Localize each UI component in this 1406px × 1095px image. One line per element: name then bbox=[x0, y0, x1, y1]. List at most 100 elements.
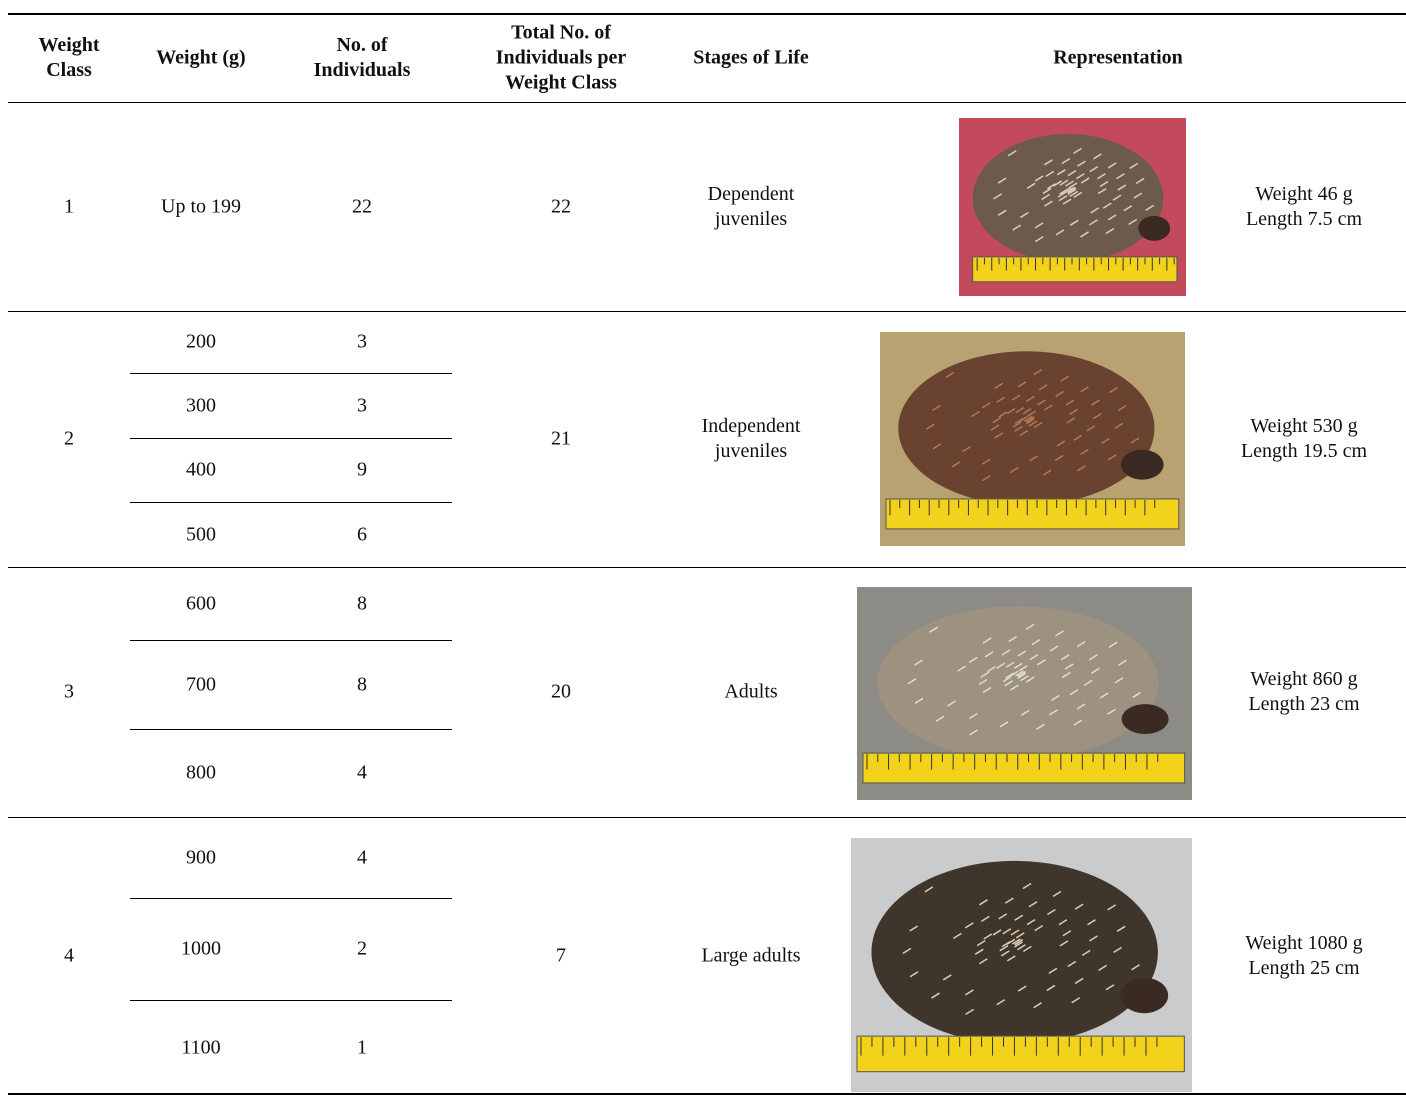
photo-shape bbox=[1014, 914, 1024, 921]
photo-shape bbox=[1047, 908, 1056, 916]
photo-shape bbox=[1116, 925, 1126, 932]
photo-shape bbox=[1042, 187, 1052, 195]
photo-shape bbox=[1089, 219, 1098, 226]
photo-shape bbox=[1123, 205, 1133, 212]
caption-line: Length 7.5 cm bbox=[1245, 208, 1363, 230]
photo-shape bbox=[1060, 654, 1070, 661]
photo-shape bbox=[1067, 188, 1077, 195]
photo-shape bbox=[1025, 623, 1035, 630]
photo-shape bbox=[1059, 940, 1069, 947]
photo-shape bbox=[1058, 919, 1068, 926]
photo-shape bbox=[1020, 675, 1029, 682]
photo-shape bbox=[981, 402, 991, 409]
photo-shape bbox=[885, 498, 1180, 530]
photo-shape bbox=[902, 947, 912, 954]
photo-shape bbox=[1010, 929, 1020, 936]
photo-shape bbox=[974, 948, 984, 955]
photo-shape bbox=[1002, 928, 1012, 935]
total-individuals: 20 bbox=[551, 680, 571, 703]
photo-shape bbox=[1067, 187, 1077, 194]
photo-shape bbox=[1009, 670, 1019, 677]
photo-shape bbox=[871, 860, 1158, 1044]
photo-shape bbox=[947, 700, 956, 707]
caption-line: Weight 530 g bbox=[1250, 415, 1358, 437]
weight-class: 4 bbox=[64, 944, 74, 967]
photo-shape bbox=[972, 256, 1178, 283]
rule bbox=[130, 502, 452, 503]
rule bbox=[8, 13, 1406, 15]
photo-shape bbox=[1005, 661, 1015, 668]
photo-shape bbox=[1120, 449, 1164, 480]
photo-shape bbox=[997, 209, 1007, 216]
individuals-count: 3 bbox=[357, 394, 367, 416]
photo-shape bbox=[968, 656, 978, 664]
photo-shape bbox=[1010, 684, 1019, 691]
photo-shape bbox=[1090, 667, 1100, 674]
photo-shape bbox=[1041, 193, 1051, 201]
photo-shape bbox=[862, 752, 1186, 784]
photo-shape bbox=[1028, 901, 1038, 908]
photo-shape bbox=[1069, 408, 1078, 415]
individuals-count: 4 bbox=[357, 761, 367, 784]
photo-shape bbox=[1096, 173, 1106, 180]
photo-shape bbox=[1075, 173, 1085, 180]
photo-shape bbox=[1113, 946, 1123, 953]
photo-shape bbox=[932, 443, 942, 450]
photo-shape bbox=[996, 662, 1005, 669]
photo-shape bbox=[1006, 408, 1016, 415]
photo-shape bbox=[1076, 703, 1086, 710]
photo-shape bbox=[1048, 967, 1058, 975]
photo-shape bbox=[1026, 395, 1035, 402]
photo-shape bbox=[1112, 194, 1122, 201]
weight-class: 3 bbox=[64, 680, 74, 703]
photo-shape bbox=[935, 715, 945, 722]
hedgehog-photo bbox=[959, 118, 1186, 296]
photo-shape bbox=[996, 396, 1005, 403]
photo-shape bbox=[980, 671, 990, 678]
photo-shape bbox=[1037, 659, 1046, 666]
weight-value: 500 bbox=[186, 523, 216, 545]
photo-shape bbox=[942, 974, 952, 981]
photo-shape bbox=[1017, 672, 1027, 680]
photo-shape bbox=[929, 626, 938, 633]
individuals-count: 6 bbox=[357, 523, 367, 545]
photo-shape bbox=[978, 899, 988, 906]
caption-line: Weight 860 g bbox=[1250, 668, 1358, 690]
photo-shape bbox=[997, 177, 1007, 184]
photo-shape bbox=[996, 999, 1006, 1006]
photo-shape bbox=[1011, 394, 1021, 401]
photo-shape bbox=[1114, 677, 1124, 684]
weight-value: 800 bbox=[186, 761, 216, 784]
rule bbox=[130, 1000, 452, 1001]
photo-shape bbox=[1022, 945, 1032, 952]
photo-shape bbox=[1131, 964, 1140, 971]
photo-shape bbox=[953, 932, 962, 939]
photo-shape bbox=[1046, 183, 1056, 190]
photo-shape bbox=[1086, 425, 1096, 432]
photo-shape bbox=[1107, 454, 1117, 461]
photo-shape bbox=[964, 922, 974, 929]
photo-shape bbox=[1006, 955, 1016, 962]
photo-shape bbox=[1087, 919, 1096, 926]
photo-shape bbox=[1045, 170, 1055, 178]
photo-shape bbox=[1042, 469, 1052, 476]
photo-shape bbox=[1025, 418, 1035, 425]
photo-shape bbox=[1088, 654, 1098, 661]
photo-shape bbox=[1014, 425, 1023, 432]
caption-line: Length 19.5 cm bbox=[1240, 440, 1368, 462]
photo-shape bbox=[1061, 158, 1071, 165]
photo-shape bbox=[1074, 977, 1084, 985]
photo-shape bbox=[1011, 938, 1021, 945]
photo-shape bbox=[1034, 925, 1044, 932]
photo-shape bbox=[1067, 170, 1077, 177]
photo-shape bbox=[1073, 434, 1083, 441]
photo-caption: Weight 860 g Length 23 cm bbox=[1204, 667, 1404, 717]
photo-shape bbox=[999, 721, 1009, 728]
photo-shape bbox=[1069, 219, 1079, 226]
photo-shape bbox=[1033, 421, 1043, 429]
life-stage: Independent juveniles bbox=[701, 415, 801, 462]
photo-shape bbox=[1066, 417, 1076, 424]
photo-shape bbox=[994, 382, 1004, 389]
individuals-count: 22 bbox=[352, 195, 372, 218]
